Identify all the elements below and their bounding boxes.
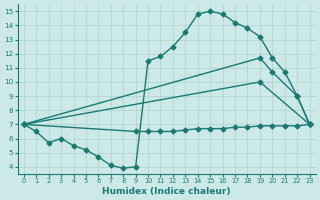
X-axis label: Humidex (Indice chaleur): Humidex (Indice chaleur) bbox=[102, 187, 231, 196]
